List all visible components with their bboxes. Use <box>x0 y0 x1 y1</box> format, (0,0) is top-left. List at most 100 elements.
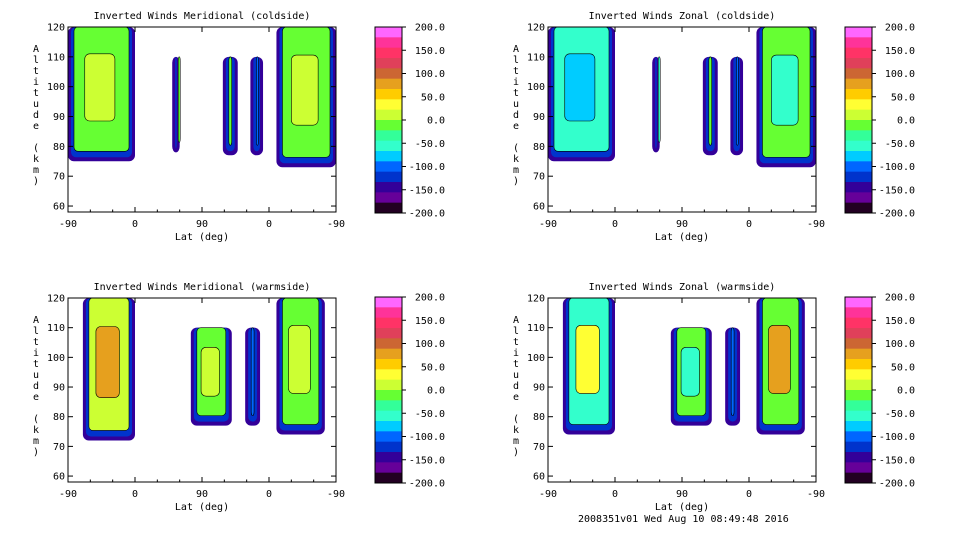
y-tick-label: 60 <box>533 472 545 483</box>
data-band <box>730 327 735 416</box>
colorbar-swatch <box>375 328 402 339</box>
x-tick-label: 90 <box>196 219 208 230</box>
y-tick-label: 90 <box>53 112 65 123</box>
colorbar-swatch <box>845 120 872 131</box>
data-band <box>177 56 181 143</box>
colorbar-swatch <box>845 348 872 360</box>
chart-panel-3: Inverted Winds Meridional (warmside) -90 0… <box>33 282 445 513</box>
colorbar-swatch <box>845 317 872 329</box>
x-tick-label: -90 <box>539 489 557 500</box>
x-tick-label: 0 <box>746 219 752 230</box>
colorbar-tick-label: -200.0 <box>879 209 915 220</box>
colorbar-tick-label: -100.0 <box>409 432 445 443</box>
y-tick-label: 120 <box>527 294 545 305</box>
colorbar-swatch <box>375 202 402 214</box>
colorbar-tick-label: 100.0 <box>415 339 445 350</box>
y-tick-label: 80 <box>533 142 545 153</box>
colorbar-swatch <box>375 68 402 80</box>
data-band-core <box>84 53 116 122</box>
colorbar-swatch <box>845 89 872 100</box>
x-tick-label: 90 <box>676 219 688 230</box>
colorbar-tick-label: 200.0 <box>415 23 445 34</box>
data-band <box>250 327 255 416</box>
data-band <box>256 56 259 146</box>
colorbar-tick-label: 150.0 <box>415 316 445 327</box>
colorbar-tick-label: -150.0 <box>409 455 445 466</box>
colorbar-swatch <box>845 161 872 173</box>
y-tick-label: 70 <box>533 172 545 183</box>
data-band-core <box>291 54 319 126</box>
x-tick-label: 0 <box>266 489 272 500</box>
y-tick-label: 80 <box>53 412 65 423</box>
colorbar: 200.0 150.0 100.0 50.0 0.0 -50.0 -100.0 -150.0 -… <box>374 23 445 220</box>
y-tick-label: 60 <box>53 472 65 483</box>
colorbar-tick-label: 0.0 <box>897 386 915 397</box>
colorbar-swatch <box>375 307 402 319</box>
colorbar-swatch <box>845 130 872 142</box>
colorbar-swatch <box>845 68 872 80</box>
colorbar-swatch <box>375 182 402 193</box>
colorbar-swatch <box>375 47 402 59</box>
colorbar-tick-label: -100.0 <box>879 432 915 443</box>
colorbar-swatch <box>845 452 872 463</box>
chart-panel-1: Inverted Winds Meridional (coldside) -90 0… <box>33 11 445 243</box>
colorbar-swatch <box>845 338 872 350</box>
colorbar-tick-label: 0.0 <box>427 116 445 127</box>
colorbar-swatch <box>845 441 872 453</box>
colorbar-swatch <box>845 192 872 204</box>
colorbar-swatch <box>845 171 872 183</box>
chart-panel-4: Inverted Winds Zonal (warmside) -90 0 90 0 -9… <box>513 282 915 513</box>
colorbar-swatch <box>845 431 872 443</box>
y-tick-label: 70 <box>53 442 65 453</box>
colorbar-swatch <box>375 297 402 308</box>
colorbar-tick-label: -200.0 <box>409 209 445 220</box>
colorbar-swatch <box>845 410 872 422</box>
colorbar-swatch <box>375 441 402 453</box>
colorbar-swatch <box>375 140 402 152</box>
colorbar-tick-label: -150.0 <box>409 185 445 196</box>
colorbar-swatch <box>375 390 402 401</box>
data-band-core <box>288 325 311 394</box>
y-tick-label: 120 <box>47 23 65 34</box>
y-tick-label: 80 <box>533 412 545 423</box>
data-band <box>708 56 713 146</box>
colorbar-swatch <box>375 130 402 142</box>
colorbar-swatch <box>375 421 402 432</box>
colorbar-swatch <box>375 317 402 329</box>
y-tick-label: 90 <box>533 112 545 123</box>
colorbar: 200.0 150.0 100.0 50.0 0.0 -50.0 -100.0 -150.0 -… <box>844 23 915 220</box>
y-tick-label: 110 <box>47 323 65 334</box>
colorbar-tick-label: -100.0 <box>409 162 445 173</box>
colorbar-swatch <box>375 120 402 131</box>
colorbar-swatch <box>845 462 872 474</box>
colorbar-swatch <box>375 89 402 100</box>
colorbar-tick-label: 0.0 <box>427 386 445 397</box>
x-axis-label: Lat (deg) <box>655 232 709 243</box>
colorbar-tick-label: -50.0 <box>885 139 915 150</box>
colorbar-swatch <box>845 369 872 381</box>
x-tick-label: -90 <box>59 219 77 230</box>
x-tick-label: -90 <box>807 489 825 500</box>
data-band <box>736 56 739 146</box>
colorbar-tick-label: -50.0 <box>415 139 445 150</box>
x-axis-label: Lat (deg) <box>175 232 229 243</box>
colorbar-swatch <box>375 410 402 422</box>
y-tick-label: 100 <box>47 353 65 364</box>
data-band-rim <box>655 56 657 149</box>
colorbar-swatch <box>375 192 402 204</box>
colorbar-swatch <box>845 47 872 59</box>
colorbar-swatch <box>845 472 872 484</box>
colorbar-swatch <box>845 297 872 308</box>
colorbar-swatch <box>845 58 872 69</box>
colorbar-tick-label: -50.0 <box>415 409 445 420</box>
colorbar-tick-label: 100.0 <box>885 69 915 80</box>
colorbar-tick-label: 50.0 <box>891 92 915 103</box>
colorbar-swatch <box>375 379 402 391</box>
y-tick-label: 60 <box>53 202 65 213</box>
colorbar-swatch <box>375 452 402 463</box>
colorbar-tick-label: 200.0 <box>415 293 445 304</box>
data-band <box>657 56 661 143</box>
x-tick-label: -90 <box>539 219 557 230</box>
x-tick-label: -90 <box>327 219 345 230</box>
